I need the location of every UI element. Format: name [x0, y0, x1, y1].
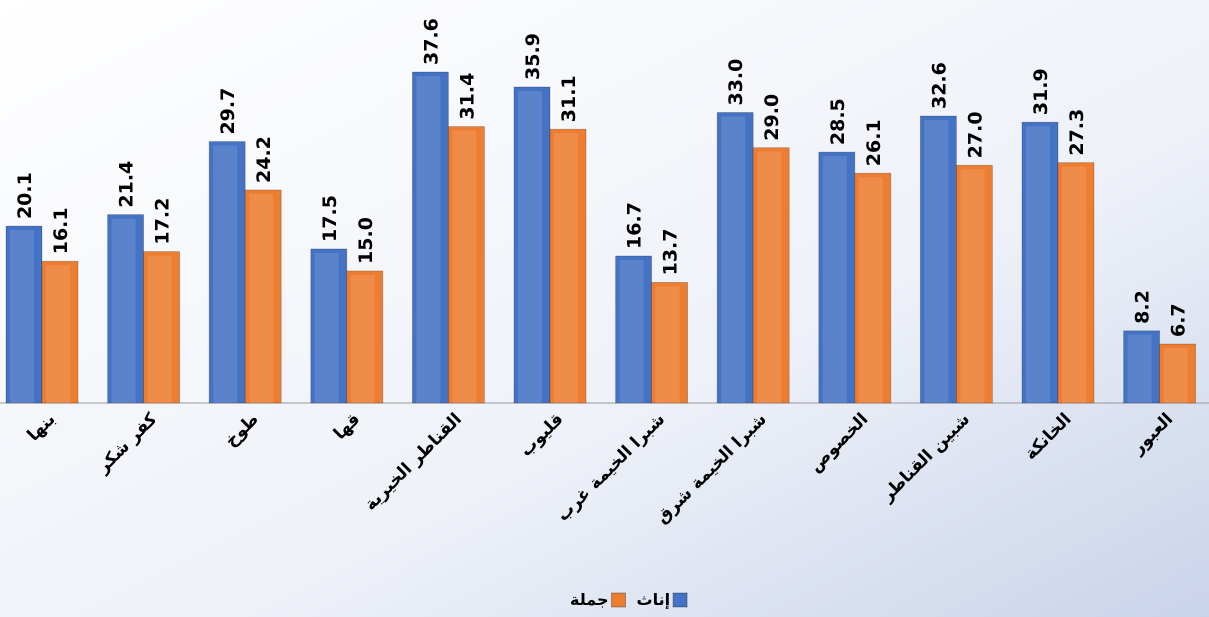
bar-highlight — [822, 156, 847, 403]
data-label: 16.1 — [50, 207, 72, 254]
bar — [651, 281, 688, 404]
bar — [41, 260, 79, 404]
bar-highlight — [960, 169, 985, 403]
legend-label: جملة — [570, 590, 609, 609]
bar-highlight — [924, 120, 949, 403]
data-label: 31.4 — [456, 73, 478, 120]
bar — [615, 255, 652, 404]
data-label: 32.6 — [928, 62, 950, 109]
data-label: 27.0 — [964, 111, 986, 158]
bar-highlight — [111, 218, 136, 403]
bar-highlight — [147, 255, 172, 403]
bar — [1159, 343, 1196, 404]
data-label: 27.3 — [1066, 109, 1088, 156]
data-label: 16.7 — [624, 202, 646, 249]
bar-highlight — [452, 130, 477, 404]
bar — [513, 86, 551, 404]
bar — [920, 115, 957, 404]
data-label: 6.7 — [1168, 303, 1190, 337]
bar-highlight — [249, 193, 274, 403]
bar-highlight — [416, 76, 441, 403]
bar — [1123, 330, 1160, 404]
bar-highlight — [1163, 348, 1188, 403]
legend-label: إناث — [637, 590, 671, 609]
data-label: 37.6 — [420, 18, 442, 65]
bar — [854, 172, 892, 404]
data-label: 29.7 — [217, 88, 239, 135]
data-label: 13.7 — [660, 229, 682, 276]
bar-highlight — [213, 145, 238, 403]
bar — [411, 71, 449, 404]
bar-highlight — [46, 265, 70, 403]
bar-highlight — [518, 90, 542, 403]
data-label: 21.4 — [116, 161, 138, 208]
data-label: 20.1 — [14, 172, 36, 219]
data-label: 26.1 — [863, 119, 885, 166]
bar — [310, 248, 348, 404]
data-label: 24.2 — [253, 136, 275, 183]
data-label: 15.0 — [355, 217, 377, 264]
legend-swatch — [672, 592, 688, 608]
bar — [5, 225, 43, 404]
data-label: 31.9 — [1030, 68, 1052, 115]
bar — [752, 147, 790, 404]
bar-highlight — [619, 259, 644, 403]
bar — [549, 128, 587, 404]
bar — [1057, 162, 1095, 404]
legend-swatch — [611, 592, 626, 608]
bar-highlight — [10, 230, 34, 403]
bar-highlight — [314, 252, 339, 403]
bar — [208, 141, 246, 404]
bar — [1021, 121, 1059, 404]
bar — [107, 214, 144, 404]
bar — [818, 151, 856, 404]
data-label: 33.0 — [725, 59, 747, 106]
bar — [143, 251, 181, 404]
bar-highlight — [757, 151, 782, 403]
bar — [716, 112, 754, 404]
bar-highlight — [1127, 334, 1152, 403]
bar — [244, 189, 282, 404]
data-label: 29.0 — [761, 94, 783, 141]
bar-highlight — [1026, 126, 1050, 403]
bar-highlight — [721, 116, 746, 403]
data-label: 17.5 — [319, 195, 341, 242]
bar — [956, 164, 993, 404]
bar-highlight — [858, 177, 883, 403]
data-label: 31.1 — [558, 75, 580, 122]
bar — [346, 270, 384, 404]
data-label: 17.2 — [152, 198, 174, 245]
bar-highlight — [655, 286, 680, 403]
bar-highlight — [350, 274, 375, 403]
data-label: 8.2 — [1132, 290, 1154, 324]
bar-highlight — [1062, 166, 1086, 403]
data-label: 35.9 — [522, 33, 544, 80]
bar-highlight — [554, 133, 578, 403]
bar — [447, 126, 485, 404]
data-label: 28.5 — [827, 98, 849, 145]
